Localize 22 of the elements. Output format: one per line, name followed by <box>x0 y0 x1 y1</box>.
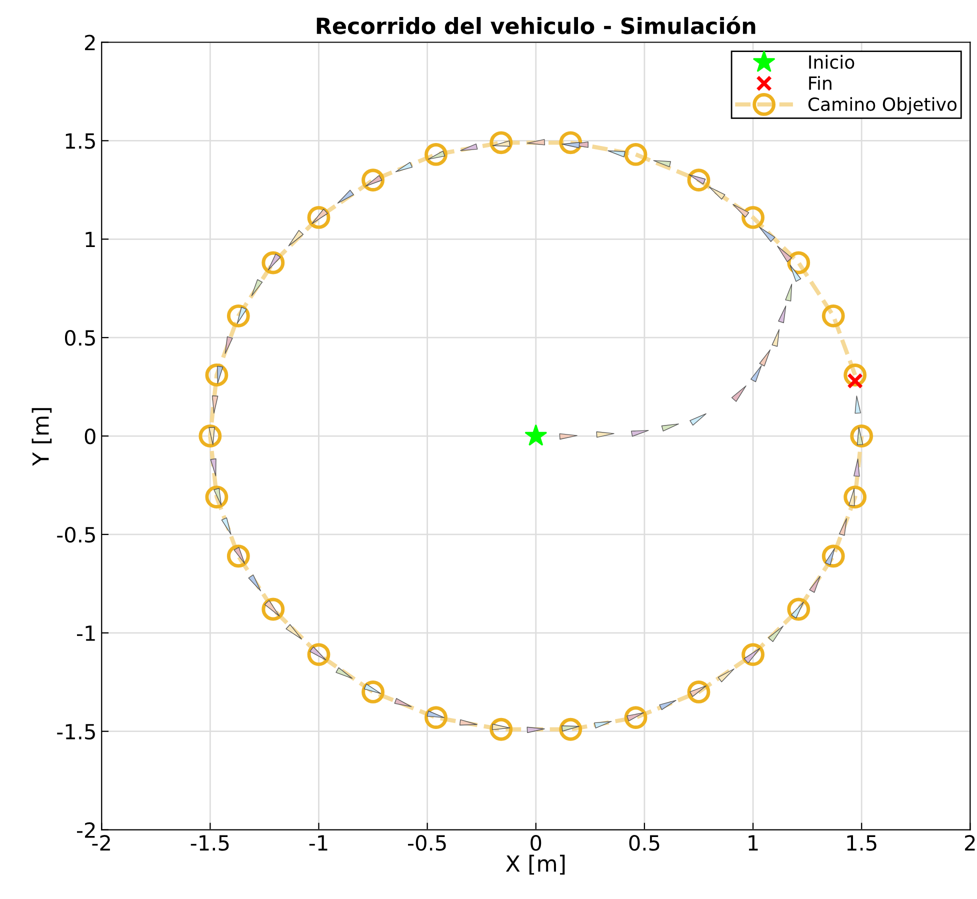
y-tick-label: -1.5 <box>57 724 95 740</box>
chart-title: Recorrido del vehiculo - Simulación <box>316 16 756 34</box>
y-tick-label: 0 <box>84 428 96 444</box>
x-tick-label: 0 <box>530 835 542 851</box>
legend-label: Fin <box>809 76 832 90</box>
x-axis-title: X [m] <box>506 854 565 875</box>
x-tick-label: -1 <box>309 835 328 850</box>
y-tick-label: 1 <box>86 232 95 248</box>
y-tick-label: -0.5 <box>57 526 95 543</box>
x-tick-label: 0.5 <box>629 835 660 851</box>
x-tick-label: -0.5 <box>408 835 446 851</box>
y-tick-label: -1 <box>76 626 95 641</box>
y-axis-title: Y [m] <box>32 408 52 466</box>
y-tick-label: 1.5 <box>66 133 95 149</box>
y-tick-label: 2 <box>85 34 95 50</box>
legend-label: Inicio <box>809 54 854 69</box>
legend-label: Camino Objetivo <box>808 97 957 115</box>
x-tick-label: -1.5 <box>190 835 229 851</box>
x-tick-label: 2 <box>965 835 975 850</box>
x-tick-label: 1.5 <box>847 835 876 851</box>
y-tick-label: 0.5 <box>64 330 95 346</box>
x-tick-label: 1 <box>748 835 758 850</box>
